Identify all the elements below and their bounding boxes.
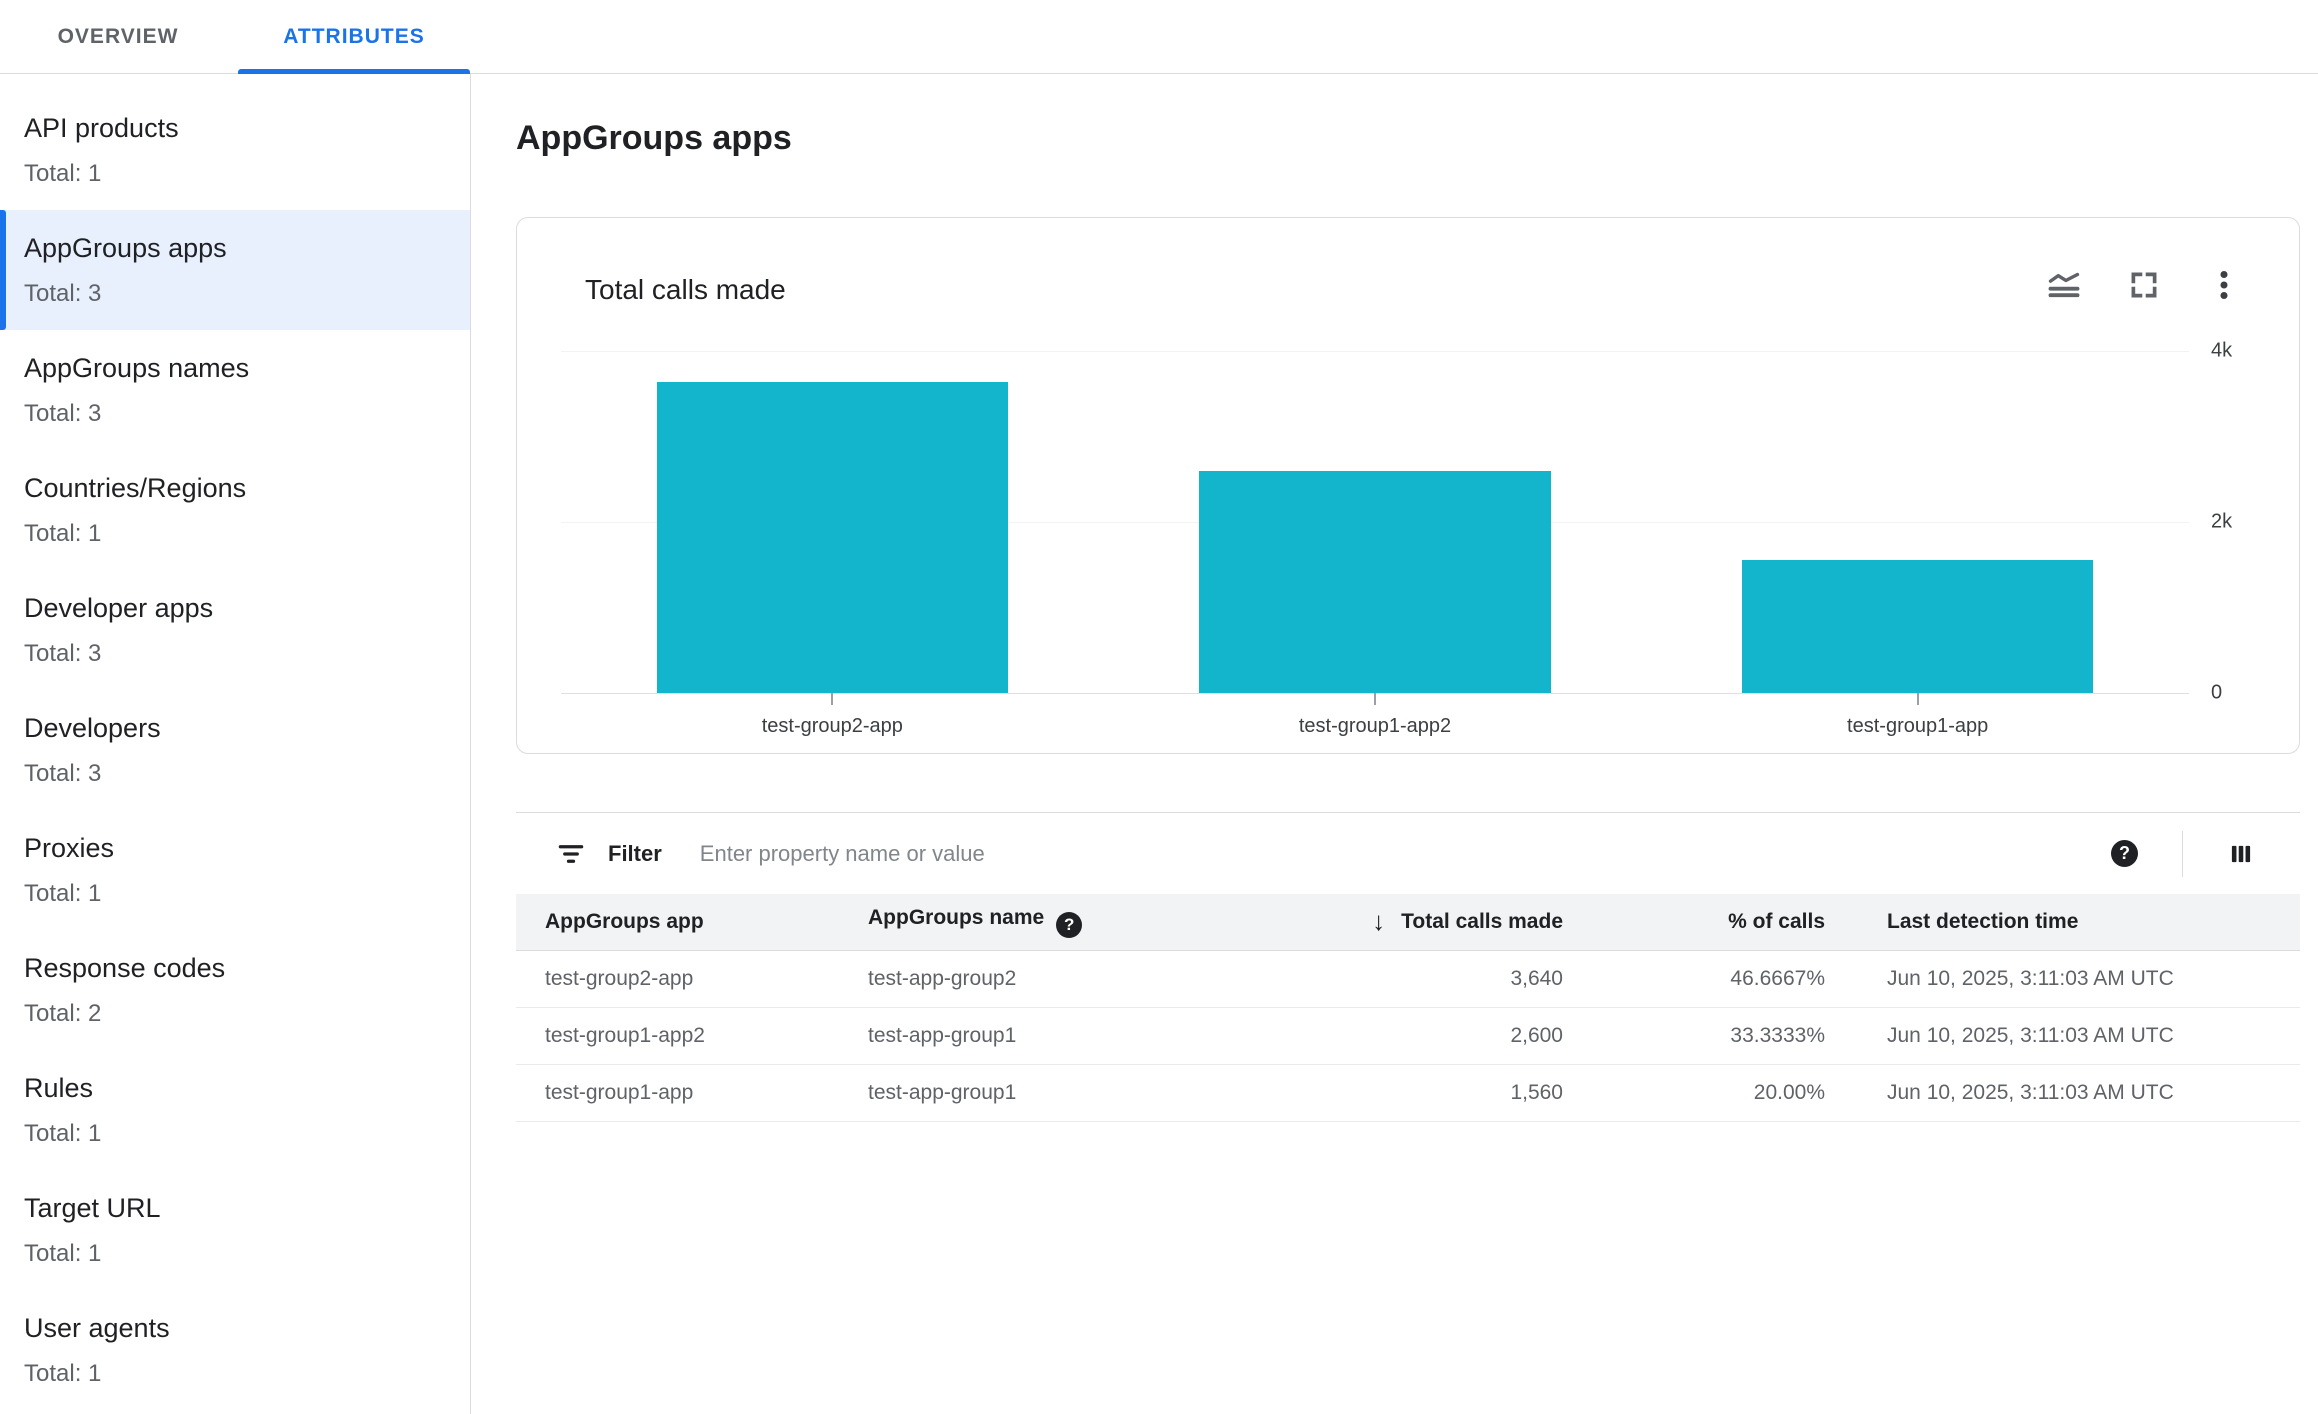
filter-row: Filter ? xyxy=(516,813,2300,894)
attributes-sidebar: API products Total: 1 AppGroups apps Total:… xyxy=(0,74,471,1414)
bar-test-group1-app2[interactable] xyxy=(1199,470,1551,693)
cell-total-calls: 3,640 xyxy=(1510,966,1563,990)
sidebar-item-label: Rules xyxy=(24,1073,94,1103)
cell-total-calls: 2,600 xyxy=(1510,1023,1563,1047)
sidebar-item-user-agents[interactable]: User agents Total: 1 xyxy=(0,1290,470,1410)
sidebar-item-label: Proxies xyxy=(24,833,115,863)
cell-appgroups-app: test-group1-app2 xyxy=(545,1023,705,1047)
cell-last-detection: Jun 10, 2025, 3:11:03 AM UTC xyxy=(1887,1023,2174,1047)
filter-help-icon[interactable]: ? xyxy=(2111,840,2138,867)
x-axis-tick xyxy=(1374,693,1376,705)
header-pct-calls[interactable]: % of calls xyxy=(1728,909,1825,933)
x-axis-category-label: test-group1-app xyxy=(1847,715,1989,737)
sidebar-item-label: Response codes xyxy=(24,953,226,983)
table-header-row: AppGroups app AppGroups name? ↓ Total cal… xyxy=(516,894,2300,950)
cell-pct-calls: 46.6667% xyxy=(1730,966,1825,990)
filter-list-icon xyxy=(556,839,586,869)
stacked-line-chart-icon[interactable] xyxy=(2045,266,2083,304)
sidebar-item-countries-regions[interactable]: Countries/Regions Total: 1 xyxy=(0,450,470,570)
column-settings-icon[interactable] xyxy=(2228,841,2254,867)
sidebar-item-rules[interactable]: Rules Total: 1 xyxy=(0,1050,470,1170)
sidebar-item-total: Total: 3 xyxy=(24,280,102,307)
main-panel: AppGroups apps Total calls made xyxy=(471,74,2318,1414)
sidebar-item-total: Total: 1 xyxy=(24,520,102,547)
chart-title: Total calls made xyxy=(585,274,786,305)
sidebar-item-developers[interactable]: Developers Total: 3 xyxy=(0,690,470,810)
header-last-detection[interactable]: Last detection time xyxy=(1887,909,2079,933)
cell-appgroups-app: test-group2-app xyxy=(545,966,694,990)
cell-appgroups-name: test-app-group1 xyxy=(868,1080,1017,1104)
sidebar-item-label: AppGroups names xyxy=(24,353,250,383)
tab-bar: OVERVIEW ATTRIBUTES xyxy=(0,0,2318,74)
cell-appgroups-name: test-app-group1 xyxy=(868,1023,1017,1047)
sidebar-item-total: Total: 3 xyxy=(24,400,102,427)
attributes-table: AppGroups app AppGroups name? ↓ Total cal… xyxy=(516,894,2300,1122)
appgroups-name-help-icon[interactable]: ? xyxy=(1056,911,1083,938)
x-axis-category-label: test-group2-app xyxy=(761,715,903,737)
header-total-calls-label: Total calls made xyxy=(1401,910,1563,934)
sidebar-item-label: API products xyxy=(24,113,179,143)
header-total-calls[interactable]: ↓ Total calls made xyxy=(1328,894,1563,950)
sidebar-item-total: Total: 1 xyxy=(24,1240,102,1267)
more-vert-icon[interactable] xyxy=(2205,266,2243,304)
sidebar-item-total: Total: 3 xyxy=(24,760,102,787)
sidebar-item-label: AppGroups apps xyxy=(24,233,227,263)
attribute-table-section: Filter ? AppGroups app xyxy=(516,812,2300,1122)
y-axis-tick-label: 4k xyxy=(2211,339,2233,362)
tab-attributes[interactable]: ATTRIBUTES xyxy=(236,0,472,74)
header-appgroups-name-label: AppGroups name xyxy=(868,905,1045,929)
sidebar-item-developer-apps[interactable]: Developer apps Total: 3 xyxy=(0,570,470,690)
sidebar-item-label: Countries/Regions xyxy=(24,473,247,503)
bar-test-group1-app[interactable] xyxy=(1741,559,2094,693)
gridline-4k xyxy=(561,351,2189,352)
sidebar-item-label: Target URL xyxy=(24,1193,161,1223)
sidebar-item-appgroups-apps[interactable]: AppGroups apps Total: 3 xyxy=(0,210,470,330)
sidebar-item-total: Total: 3 xyxy=(24,640,102,667)
x-axis-tick xyxy=(1916,693,1919,705)
sidebar-item-label: Developers xyxy=(24,713,161,743)
content-layout: API products Total: 1 AppGroups apps Total:… xyxy=(0,74,2318,1414)
sort-descending-icon: ↓ xyxy=(1372,906,1386,937)
toolbar-divider xyxy=(2182,830,2183,877)
filter-input[interactable] xyxy=(699,840,2111,867)
sidebar-item-total: Total: 1 xyxy=(24,880,102,907)
sidebar-item-api-products[interactable]: API products Total: 1 xyxy=(0,90,470,210)
tab-overview[interactable]: OVERVIEW xyxy=(57,24,179,48)
total-calls-chart-card: Total calls made xyxy=(516,217,2300,754)
table-row: test-group1-app2 test-app-group1 2,600 33.3… xyxy=(516,1007,2300,1064)
y-axis-tick-label: 0 xyxy=(2211,681,2223,704)
filter-label: Filter xyxy=(608,840,662,866)
sidebar-item-total: Total: 1 xyxy=(24,1120,102,1147)
table-row: test-group1-app test-app-group1 1,560 20.00… xyxy=(516,1064,2300,1121)
table-row: test-group2-app test-app-group2 3,640 46.66… xyxy=(516,950,2300,1007)
cell-pct-calls: 20.00% xyxy=(1753,1080,1825,1104)
fullscreen-icon[interactable] xyxy=(2125,266,2163,304)
header-appgroups-app[interactable]: AppGroups app xyxy=(545,909,704,933)
bar-test-group2-app[interactable] xyxy=(656,381,1009,693)
sidebar-item-total: Total: 2 xyxy=(24,1000,102,1027)
header-appgroups-name[interactable]: AppGroups name? xyxy=(868,894,1328,950)
sidebar-item-response-codes[interactable]: Response codes Total: 2 xyxy=(0,930,470,1050)
page-title: AppGroups apps xyxy=(516,119,792,157)
sidebar-item-total: Total: 1 xyxy=(24,1360,102,1387)
x-axis-category-label: test-group1-app2 xyxy=(1298,715,1452,737)
sidebar-item-label: Developer apps xyxy=(24,593,214,623)
sidebar-item-total: Total: 1 xyxy=(24,160,102,187)
cell-appgroups-name: test-app-group2 xyxy=(868,966,1017,990)
sidebar-item-appgroups-names[interactable]: AppGroups names Total: 3 xyxy=(0,330,470,450)
sidebar-item-target-url[interactable]: Target URL Total: 1 xyxy=(0,1170,470,1290)
cell-total-calls: 1,560 xyxy=(1510,1080,1563,1104)
chart-toolbar xyxy=(2045,266,2243,304)
x-axis-tick xyxy=(831,693,834,705)
bar-chart-plot: 4k 2k 0 test-group2-app test-group1-app2 test… xyxy=(561,340,2232,737)
sidebar-item-proxies[interactable]: Proxies Total: 1 xyxy=(0,810,470,930)
y-axis-tick-label: 2k xyxy=(2211,510,2233,533)
sidebar-item-label: User agents xyxy=(24,1313,170,1343)
cell-last-detection: Jun 10, 2025, 3:11:03 AM UTC xyxy=(1887,966,2174,990)
cell-last-detection: Jun 10, 2025, 3:11:03 AM UTC xyxy=(1887,1080,2174,1104)
cell-appgroups-app: test-group1-app xyxy=(545,1080,694,1104)
cell-pct-calls: 33.3333% xyxy=(1730,1023,1825,1047)
